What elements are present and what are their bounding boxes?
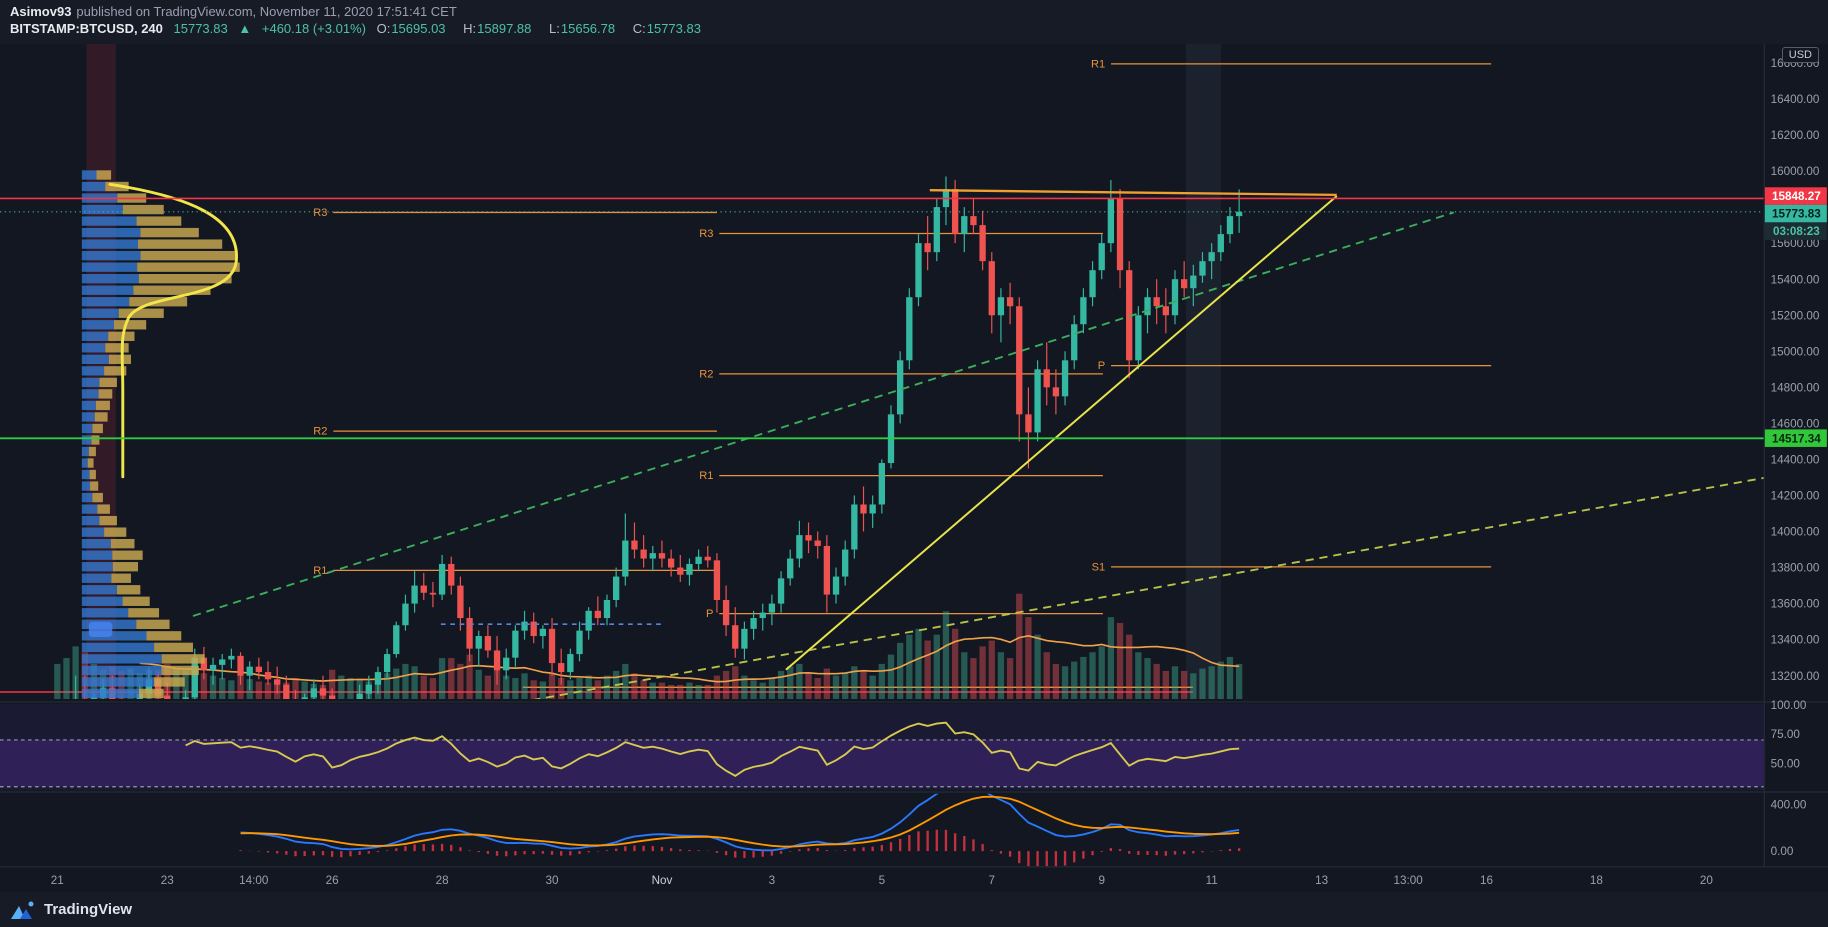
tradingview-logo-icon xyxy=(11,901,34,919)
header: Asimov93 published on TradingView.com, No… xyxy=(0,0,1828,44)
time-axis[interactable]: 21 23 14:00 26 28 30 Nov 3 5 7 9 11 13 13:00 16 18 20 xyxy=(51,874,1714,887)
yellow-support-trendline[interactable] xyxy=(785,195,1338,671)
pivot-label: S1 xyxy=(1092,561,1106,573)
svg-text:50.00: 50.00 xyxy=(1771,757,1801,770)
pivot-label: R3 xyxy=(313,207,327,219)
svg-text:3: 3 xyxy=(769,874,776,887)
svg-text:7: 7 xyxy=(989,874,996,887)
svg-text:9: 9 xyxy=(1098,874,1105,887)
svg-text:18: 18 xyxy=(1590,874,1603,887)
svg-text:20: 20 xyxy=(1700,874,1713,887)
pivot-label: R1 xyxy=(1091,58,1105,70)
pivot-levels: R1 R3 R3 P R2 R2 R1 S1 R1 P xyxy=(313,58,1492,620)
svg-text:13600.00: 13600.00 xyxy=(1771,598,1820,611)
svg-text:13:00: 13:00 xyxy=(1394,874,1424,887)
svg-text:14400.00: 14400.00 xyxy=(1771,454,1820,467)
svg-text:15773.83: 15773.83 xyxy=(1772,208,1821,221)
svg-text:13800.00: 13800.00 xyxy=(1771,562,1820,575)
publish-info: published on TradingView.com, November 1… xyxy=(76,4,457,19)
macd-line xyxy=(240,793,1240,852)
last-price: 15773.83 xyxy=(173,21,228,36)
profile-bell-curve[interactable] xyxy=(108,182,238,479)
pivot-label: P xyxy=(706,608,713,620)
svg-text:13200.00: 13200.00 xyxy=(1771,670,1820,683)
svg-text:Nov: Nov xyxy=(652,874,673,887)
pivot-label: R1 xyxy=(313,565,327,577)
footer: TradingView xyxy=(0,892,1828,927)
svg-text:14517.34: 14517.34 xyxy=(1772,432,1821,445)
price-axis[interactable]: 16600.0016400.0016200.0016000.0015800.00… xyxy=(1771,57,1820,858)
green-dashed-trendline[interactable] xyxy=(192,211,1455,617)
svg-text:15848.27: 15848.27 xyxy=(1772,190,1821,203)
svg-text:5: 5 xyxy=(879,874,886,887)
svg-text:03:08:23: 03:08:23 xyxy=(1773,225,1820,238)
svg-text:13400.00: 13400.00 xyxy=(1771,634,1820,647)
profile-handle-chip[interactable] xyxy=(88,621,113,638)
close-field: C:15773.83 xyxy=(632,21,701,36)
symbol-line: BITSTAMP:BTCUSD, 240 15773.83 ▲ +460.18 … xyxy=(10,21,1828,36)
svg-text:14200.00: 14200.00 xyxy=(1771,490,1820,503)
svg-text:11: 11 xyxy=(1206,874,1218,887)
svg-text:16: 16 xyxy=(1480,874,1493,887)
highlight-band xyxy=(1185,44,1222,700)
author-name: Asimov93 xyxy=(10,4,72,19)
svg-text:15200.00: 15200.00 xyxy=(1771,309,1820,322)
pivot-label: R2 xyxy=(313,426,327,438)
svg-text:21: 21 xyxy=(51,874,64,887)
rsi-line[interactable] xyxy=(185,721,1240,777)
chart-background xyxy=(0,44,1828,892)
svg-text:16400.00: 16400.00 xyxy=(1771,93,1820,106)
svg-text:23: 23 xyxy=(161,874,174,887)
svg-text:26: 26 xyxy=(326,874,339,887)
svg-text:28: 28 xyxy=(436,874,449,887)
svg-text:16200.00: 16200.00 xyxy=(1771,129,1820,142)
svg-text:14000.00: 14000.00 xyxy=(1771,526,1820,539)
volume-profile[interactable] xyxy=(81,170,240,699)
orange-resistance-line[interactable] xyxy=(929,189,1337,197)
svg-text:14600.00: 14600.00 xyxy=(1771,417,1820,430)
pivot-label: R3 xyxy=(699,228,713,240)
svg-text:0.00: 0.00 xyxy=(1771,845,1794,858)
main-price-pane[interactable]: R1 R3 R3 P R2 R2 R1 S1 R1 P xyxy=(0,44,1764,847)
svg-text:15600.00: 15600.00 xyxy=(1771,237,1820,250)
brand-text: TradingView xyxy=(44,901,133,918)
macd-pane[interactable] xyxy=(239,787,1241,868)
rsi-band xyxy=(0,739,1764,787)
olive-dashed-trendline[interactable] xyxy=(532,477,1764,700)
svg-text:13: 13 xyxy=(1315,874,1328,887)
currency-toggle-button[interactable]: USD xyxy=(1781,47,1819,63)
svg-text:16000.00: 16000.00 xyxy=(1771,165,1820,178)
svg-text:75.00: 75.00 xyxy=(1771,728,1801,741)
symbol-title: BITSTAMP:BTCUSD, 240 xyxy=(10,21,163,36)
price-change: +460.18 (+3.01%) xyxy=(261,21,366,36)
svg-text:30: 30 xyxy=(546,874,559,887)
pivot-label: R1 xyxy=(699,470,713,482)
svg-text:15000.00: 15000.00 xyxy=(1771,345,1820,358)
macd-signal-line xyxy=(240,795,1240,848)
price-axis-labels: 15848.27 15773.83 03:08:23 14517.34 xyxy=(1764,187,1827,447)
pivot-label: P xyxy=(1098,360,1105,372)
svg-text:14:00: 14:00 xyxy=(239,874,269,887)
attribution-line: Asimov93 published on TradingView.com, No… xyxy=(10,4,1828,19)
change-up-arrow-icon: ▲ xyxy=(238,21,252,36)
pivot-label: R2 xyxy=(699,368,713,380)
low-field: L:15656.78 xyxy=(549,21,616,36)
price-chart-svg[interactable]: R1R3R3PR2R2R1S1R1P16600.0016400.0016200.… xyxy=(0,44,1828,892)
svg-text:100.00: 100.00 xyxy=(1771,699,1807,712)
svg-text:15400.00: 15400.00 xyxy=(1771,273,1820,286)
candlesticks[interactable] xyxy=(54,176,1243,846)
rsi-pane-bg xyxy=(0,703,1764,791)
svg-text:400.00: 400.00 xyxy=(1771,798,1807,811)
open-field: O:15695.03 xyxy=(376,21,446,36)
high-field: H:15897.88 xyxy=(463,21,532,36)
svg-text:14800.00: 14800.00 xyxy=(1771,381,1820,394)
